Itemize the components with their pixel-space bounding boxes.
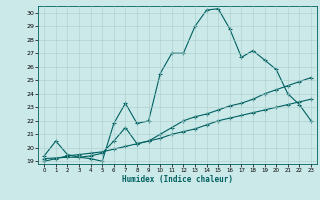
X-axis label: Humidex (Indice chaleur): Humidex (Indice chaleur) (122, 175, 233, 184)
